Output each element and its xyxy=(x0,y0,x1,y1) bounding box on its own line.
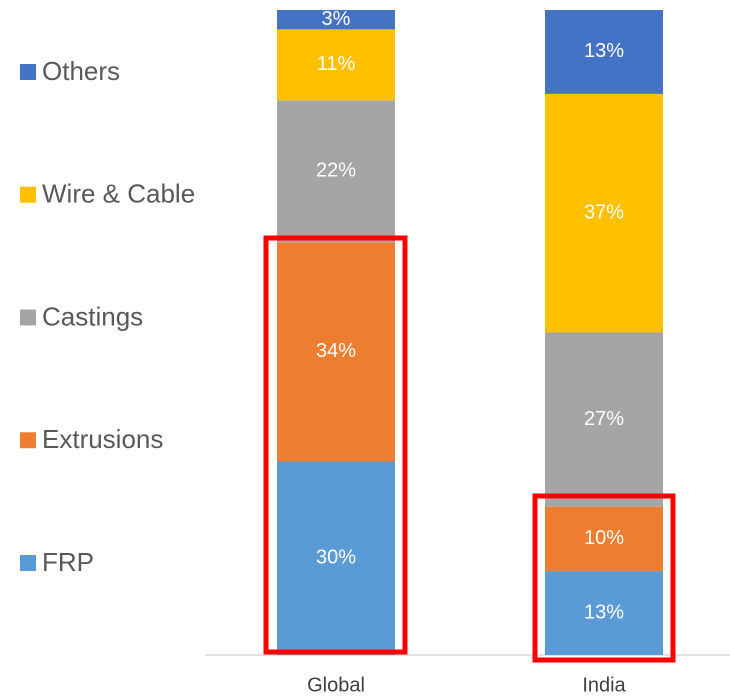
legend-label: Castings xyxy=(42,301,143,331)
data-label: 3% xyxy=(322,8,351,30)
legend-swatch xyxy=(20,64,36,80)
bar-segment xyxy=(277,242,395,462)
data-label: 37% xyxy=(584,201,624,223)
bar-segment xyxy=(545,571,663,655)
bar-segment xyxy=(545,10,663,94)
legend-label: Extrusions xyxy=(42,424,163,454)
bar-segment xyxy=(545,332,663,507)
legend-swatch xyxy=(20,555,36,571)
highlight-box xyxy=(532,493,676,663)
highlight-box xyxy=(263,235,408,655)
legend-label: FRP xyxy=(42,547,94,577)
bar-segment xyxy=(277,29,395,101)
data-label: 34% xyxy=(316,340,356,362)
data-label: 11% xyxy=(317,53,356,75)
plot: 30% 34% 22% 11% 3% 13% 10% 27% 37% 13% xyxy=(277,8,663,655)
bar-segment xyxy=(277,461,395,655)
x-tick-label: Global xyxy=(307,674,365,696)
legend-swatch xyxy=(20,186,36,203)
data-label: 27% xyxy=(584,408,624,430)
data-label: 22% xyxy=(316,160,356,182)
legend-swatch xyxy=(20,432,36,449)
data-label: 10% xyxy=(584,527,624,549)
data-label: 13% xyxy=(584,40,624,62)
data-label: 13% xyxy=(584,601,624,623)
legend-label: Others xyxy=(42,56,120,86)
bar-segment xyxy=(277,100,395,243)
bar-segment xyxy=(545,93,663,333)
x-tick-label: India xyxy=(582,674,626,696)
legend-swatch xyxy=(20,309,36,326)
bar-segment xyxy=(277,10,395,30)
data-label: 30% xyxy=(316,547,356,569)
legend-label: Wire & Cable xyxy=(42,179,195,209)
bar-segment xyxy=(545,506,663,572)
